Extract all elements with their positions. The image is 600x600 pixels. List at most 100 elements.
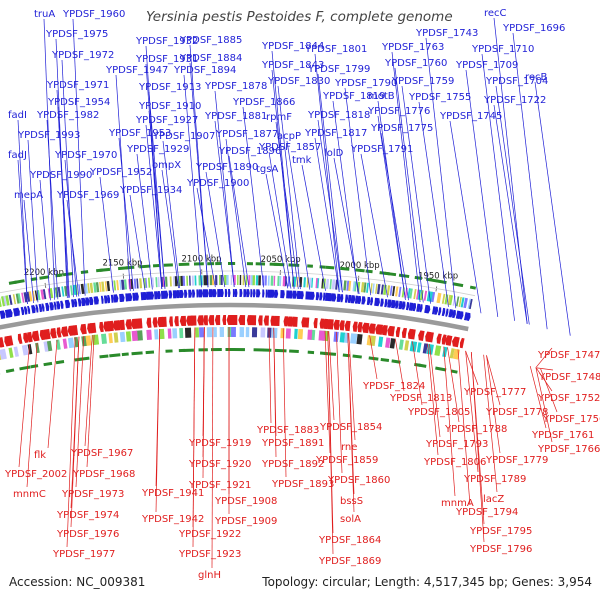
reverse-marker — [450, 369, 458, 374]
forward-gene-arrow — [416, 303, 421, 312]
reverse-marker — [19, 365, 31, 371]
reverse-marker — [210, 348, 222, 352]
forward-leader — [493, 17, 528, 325]
reverse-gene-arrow — [326, 319, 334, 330]
forward-gene-arrow — [1, 310, 6, 319]
forward-gene-arrow — [53, 301, 57, 310]
reverse-analysis-tile — [184, 327, 192, 338]
forward-gene-arrow — [127, 293, 133, 302]
reverse-gene-arrow — [23, 332, 29, 343]
forward-marker — [117, 266, 130, 271]
reverse-analysis-tile — [159, 328, 165, 340]
forward-gene-arrow — [357, 295, 362, 305]
label-leaders — [17, 17, 571, 569]
reverse-gene-arrow — [387, 325, 395, 337]
forward-analysis-tile — [436, 292, 440, 303]
forward-gene-arrow — [220, 289, 224, 298]
reverse-analysis-tile — [146, 329, 152, 340]
forward-leader — [418, 101, 449, 307]
forward-gene-arrow — [370, 297, 373, 306]
reverse-analysis-tile — [179, 327, 184, 339]
reverse-leader — [327, 331, 334, 555]
forward-leader — [46, 119, 59, 300]
forward-gene-arrow — [132, 292, 136, 301]
forward-leader — [391, 51, 421, 303]
reverse-marker — [99, 354, 109, 359]
forward-analysis-tile — [258, 275, 261, 286]
reverse-gene-label: YPDSF_1766 — [537, 444, 600, 455]
forward-leader — [39, 179, 51, 301]
reverse-leader — [47, 339, 58, 449]
reverse-gene-label: YPDSF_1976 — [56, 529, 119, 540]
forward-gene-label: YPDSF_1760 — [384, 58, 447, 69]
forward-analysis-tile — [8, 294, 13, 305]
forward-gene-arrow — [331, 293, 337, 302]
forward-gene-arrow — [179, 289, 184, 299]
reverse-gene-arrow — [436, 333, 442, 344]
forward-gene-arrow — [366, 296, 371, 306]
forward-gene-arrow — [448, 309, 454, 318]
reverse-analysis-tile — [108, 332, 113, 344]
forward-gene-arrow — [20, 306, 25, 316]
forward-leader — [27, 139, 39, 303]
forward-gene-arrow — [252, 289, 256, 298]
reverse-gene-label: YPDSF_1805 — [407, 407, 470, 418]
forward-leader — [161, 169, 179, 289]
forward-analysis-tile — [191, 275, 194, 286]
forward-analysis-tile — [84, 283, 88, 294]
forward-analysis-tile — [267, 275, 270, 286]
ruler-label: 2050 kbp — [261, 255, 301, 265]
reverse-marker — [178, 348, 185, 353]
reverse-analysis-tile — [333, 331, 339, 343]
reverse-gene-label: YPDSF_1921 — [188, 480, 251, 491]
forward-gene-arrow — [466, 312, 471, 321]
forward-gene-label: YPDSF_1894 — [173, 65, 236, 76]
forward-gene-label: YPDSF_1722 — [483, 95, 546, 106]
forward-analysis-tile — [15, 293, 20, 304]
reverse-marker — [289, 349, 299, 354]
reverse-gene-label: YPDSF_1973 — [61, 489, 124, 500]
reverse-analysis-tile — [251, 327, 258, 338]
forward-marker — [139, 264, 151, 269]
reverse-leader — [192, 327, 196, 548]
reverse-gene-arrow — [222, 315, 227, 326]
forward-gene-arrow — [27, 305, 31, 314]
forward-analysis-tile — [386, 285, 391, 296]
forward-marker — [80, 270, 89, 275]
forward-gene-arrow — [280, 290, 283, 299]
genome-stats: Topology: circular; Length: 4,517,345 bp… — [262, 575, 592, 589]
forward-gene-arrow — [350, 295, 356, 304]
forward-analysis-tile — [78, 284, 81, 295]
reverse-analysis-tile — [449, 348, 455, 359]
reverse-gene-label: YPDSF_1794 — [455, 507, 518, 518]
forward-gene-arrow — [340, 294, 344, 303]
forward-gene-arrow — [250, 289, 253, 298]
forward-gene-arrow — [267, 289, 273, 298]
reverse-gene-label: YPDSF_1974 — [56, 510, 119, 521]
forward-gene-arrow — [344, 294, 349, 303]
reverse-marker — [414, 362, 421, 367]
reverse-gene-label: YPDSF_1919 — [188, 438, 251, 449]
forward-analysis-tile — [57, 286, 62, 298]
forward-leader — [214, 120, 235, 288]
reverse-gene-label: YPDSF_1941 — [141, 488, 204, 499]
genes-label: Genes: — [511, 575, 554, 589]
reverse-marker — [183, 348, 194, 352]
forward-gene-arrow — [192, 289, 196, 298]
forward-analysis-tile — [270, 275, 274, 286]
reverse-gene-arrow — [17, 333, 23, 344]
forward-gene-label: YPDSF_1953 — [108, 128, 171, 139]
forward-analysis-tile — [423, 290, 428, 301]
reverse-gene-arrow — [226, 315, 234, 326]
reverse-gene-arrow — [283, 316, 289, 327]
forward-gene-arrow — [431, 306, 436, 315]
forward-leader — [145, 124, 163, 289]
reverse-marker — [30, 364, 39, 369]
forward-analysis-tile — [225, 275, 229, 286]
forward-analysis-tile — [209, 275, 213, 286]
forward-leader — [512, 32, 548, 330]
forward-marker — [152, 264, 160, 268]
forward-gene-label: YPDSF_1799 — [307, 64, 370, 75]
reverse-marker — [165, 349, 173, 353]
forward-marker — [55, 273, 63, 278]
